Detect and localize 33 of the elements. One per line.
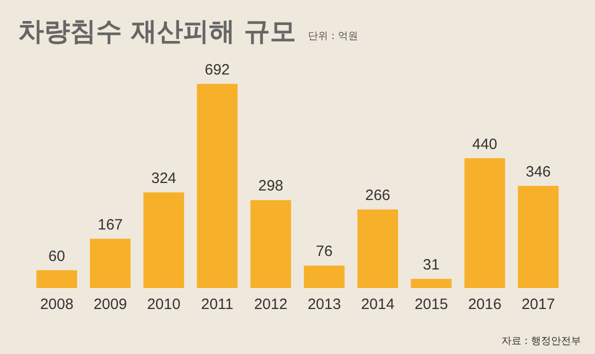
bar xyxy=(304,266,345,288)
bar xyxy=(90,238,131,288)
data-label: 346 xyxy=(526,164,551,181)
text: 자료 : 행정안전부 xyxy=(501,335,581,348)
data-label: 31 xyxy=(422,256,440,274)
data-label: 266 xyxy=(365,187,390,204)
data-label: 298 xyxy=(258,178,284,195)
x-tick-label: 2012 xyxy=(254,296,288,314)
x-tick-label: 2008 xyxy=(40,296,74,314)
bar xyxy=(410,278,452,288)
chart-subtitle: 단위 : 억원 xyxy=(308,30,358,44)
x-tick-label: 2013 xyxy=(308,296,341,314)
x-tick-label: 2010 xyxy=(147,296,180,314)
data-label: 440 xyxy=(472,136,498,153)
bar xyxy=(464,158,506,288)
data-label: 324 xyxy=(151,170,176,188)
bar xyxy=(143,192,184,288)
x-tick-label: 2011 xyxy=(201,296,234,314)
bar xyxy=(518,186,559,288)
x-tick-label: 2015 xyxy=(414,296,448,314)
x-tick-label: 2016 xyxy=(468,296,502,314)
x-tick-label: 2014 xyxy=(361,296,394,314)
bar xyxy=(196,84,238,288)
data-label: 60 xyxy=(48,248,66,265)
bar xyxy=(36,270,78,288)
bar xyxy=(250,200,292,288)
x-tick-label: 2009 xyxy=(94,296,127,314)
bar xyxy=(357,210,398,288)
chart-title: 차량침수 재산피해 규모 xyxy=(18,16,296,49)
data-label: 76 xyxy=(316,243,333,260)
x-tick-label: 2017 xyxy=(522,296,555,314)
data-label: 167 xyxy=(98,216,123,234)
data-label: 692 xyxy=(204,62,230,78)
